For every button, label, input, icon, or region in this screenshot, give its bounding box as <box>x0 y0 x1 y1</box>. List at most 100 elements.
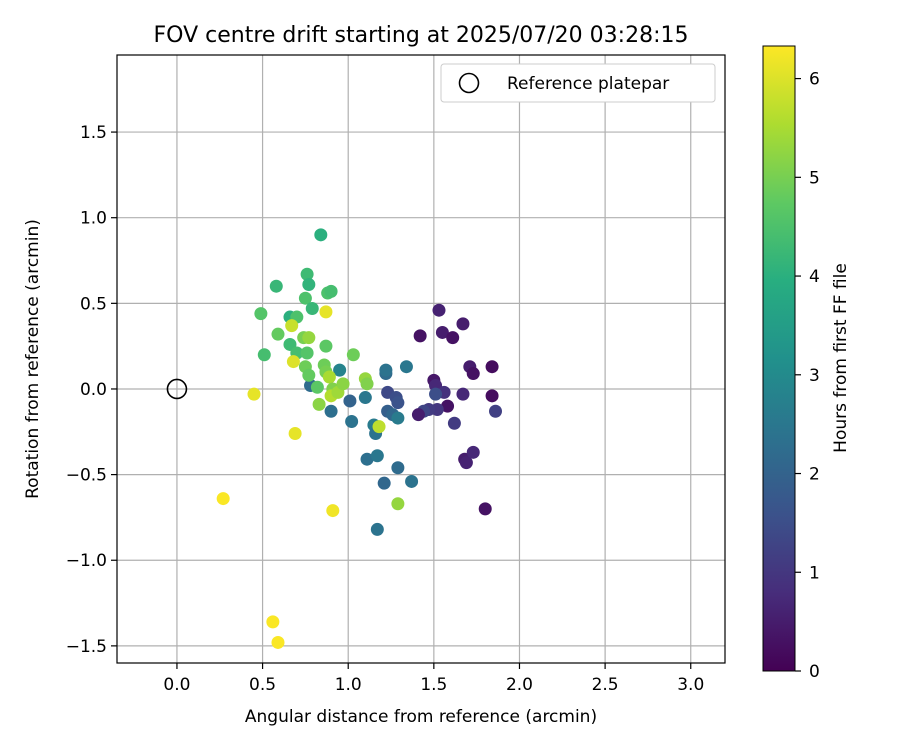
x-tick-label: 1.5 <box>420 675 447 695</box>
plot-frame <box>116 54 726 664</box>
data-point <box>286 355 300 369</box>
data-point <box>413 329 427 343</box>
data-point <box>466 445 480 459</box>
y-axis-label: Rotation from reference (arcmin) <box>23 219 43 499</box>
scatter-points <box>216 228 503 649</box>
data-point <box>429 387 443 401</box>
colorbar-tick-label: 4 <box>809 267 820 287</box>
data-point <box>391 396 405 410</box>
legend-reference-marker <box>458 72 480 94</box>
grid-lines <box>117 55 725 663</box>
y-tick-label: −1.0 <box>66 551 107 571</box>
data-point <box>324 284 338 298</box>
y-tick-label: −0.5 <box>66 466 107 486</box>
reference-platepar-marker <box>166 378 188 400</box>
data-point <box>456 387 470 401</box>
data-point <box>322 370 336 384</box>
data-point <box>324 404 338 418</box>
data-point <box>360 377 374 391</box>
colorbar-label: Hours from first FF file <box>831 263 851 453</box>
x-tick-label: 2.0 <box>506 675 533 695</box>
colorbar-tick-label: 3 <box>809 366 820 386</box>
data-point <box>345 415 359 429</box>
data-point <box>441 399 455 413</box>
data-point <box>305 301 319 315</box>
colorbar-ticks: 0 1 2 3 4 5 6 <box>795 70 820 682</box>
data-point <box>405 474 419 488</box>
data-point <box>271 327 285 341</box>
data-point <box>216 492 230 506</box>
legend: Reference platepar <box>440 63 716 103</box>
data-point <box>285 319 299 333</box>
data-point <box>372 420 386 434</box>
data-point <box>466 367 480 381</box>
data-point <box>300 346 314 360</box>
colorbar-tick-label: 6 <box>809 70 820 90</box>
y-tick-label: 0.5 <box>80 294 107 314</box>
data-point <box>370 522 384 536</box>
data-point <box>336 377 350 391</box>
data-point <box>326 504 340 518</box>
colorbar-gradient <box>762 45 796 672</box>
data-point <box>314 228 328 242</box>
data-point <box>271 635 285 649</box>
data-point <box>370 449 384 463</box>
data-point <box>391 411 405 425</box>
data-point <box>302 368 316 382</box>
colorbar-tick-label: 1 <box>809 563 820 583</box>
y-tick-label: −1.5 <box>66 637 107 657</box>
data-point <box>310 380 324 394</box>
legend-box <box>440 63 716 103</box>
data-point <box>319 339 333 353</box>
data-point <box>302 277 316 291</box>
data-point <box>254 307 268 321</box>
x-tick-label: 0.0 <box>163 675 190 695</box>
x-axis-label: Angular distance from reference (arcmin) <box>245 707 597 727</box>
colorbar-tick-label: 0 <box>809 662 820 682</box>
colorbar-tick-label: 5 <box>809 168 820 188</box>
data-point <box>485 389 499 403</box>
data-point <box>360 452 374 466</box>
data-point <box>312 397 326 411</box>
data-point <box>377 476 391 490</box>
data-point <box>346 348 360 362</box>
data-point <box>432 303 446 317</box>
x-tick-label: 0.5 <box>249 675 276 695</box>
data-point <box>399 360 413 374</box>
data-point <box>269 279 283 293</box>
data-point <box>288 427 302 441</box>
data-point <box>343 394 357 408</box>
y-tick-label: 0.0 <box>80 380 107 400</box>
y-tick-label: 1.0 <box>80 209 107 229</box>
y-axis-ticks: −1.5 −1.0 −0.5 0.0 0.5 1.0 1.5 <box>66 123 117 657</box>
x-tick-label: 3.0 <box>677 675 704 695</box>
data-point <box>379 363 393 377</box>
data-point <box>302 331 316 345</box>
data-point <box>333 363 347 377</box>
data-point <box>247 387 261 401</box>
x-axis-ticks: 0.0 0.5 1.0 1.5 2.0 2.5 3.0 <box>163 663 704 695</box>
data-point <box>485 360 499 374</box>
data-point <box>489 404 503 418</box>
data-point <box>266 615 280 629</box>
colorbar-tick-label: 2 <box>809 465 820 485</box>
colorbar: 0 1 2 3 4 5 6 Hours from first FF file <box>762 45 851 682</box>
data-point <box>358 391 372 405</box>
data-point <box>257 348 271 362</box>
y-tick-label: 1.5 <box>80 123 107 143</box>
data-point <box>391 497 405 511</box>
data-point <box>298 291 312 305</box>
data-point <box>391 461 405 475</box>
data-point <box>478 502 492 516</box>
x-tick-label: 2.5 <box>592 675 619 695</box>
data-point <box>411 408 425 422</box>
data-point <box>456 317 470 331</box>
data-point <box>446 331 460 345</box>
x-tick-label: 1.0 <box>335 675 362 695</box>
legend-entry-reference: Reference platepar <box>507 74 669 94</box>
data-point <box>447 416 461 430</box>
chart-title: FOV centre drift starting at 2025/07/20 … <box>154 23 689 48</box>
data-point <box>435 325 449 339</box>
data-point <box>319 305 333 319</box>
